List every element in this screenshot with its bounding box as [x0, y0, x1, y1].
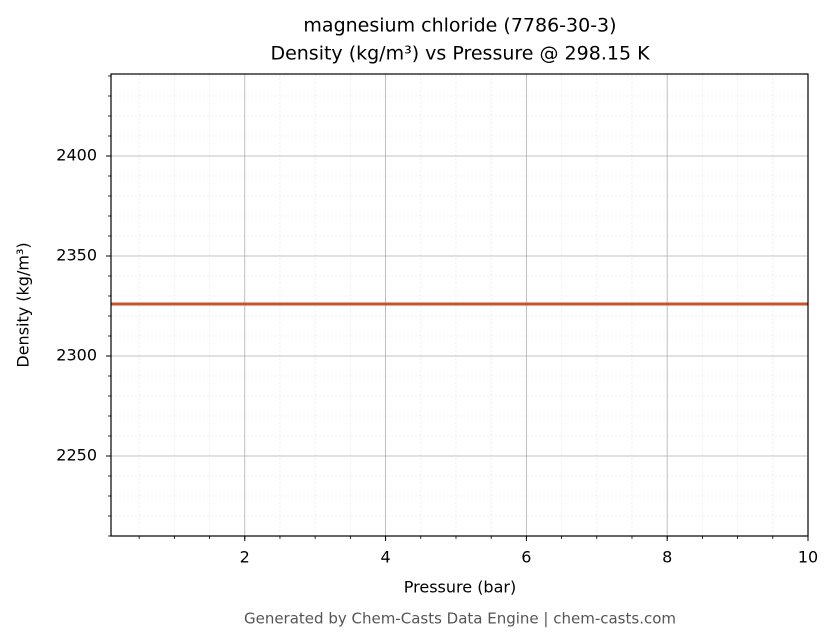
- chart-subtitle: Density (kg/m³) vs Pressure @ 298.15 K: [270, 43, 650, 65]
- x-axis-label: Pressure (bar): [404, 578, 516, 597]
- y-tick-label: 2300: [56, 346, 97, 365]
- y-tick-label: 2250: [56, 446, 97, 465]
- y-axis-label: Density (kg/m³): [14, 242, 33, 367]
- x-tick-label: 8: [662, 548, 672, 567]
- x-tick-label: 6: [521, 548, 531, 567]
- chart-title: magnesium chloride (7786-30-3): [303, 15, 616, 37]
- y-tick-label: 2400: [56, 146, 97, 165]
- x-tick-label: 4: [380, 548, 390, 567]
- x-tick-label: 2: [240, 548, 250, 567]
- x-tick-label: 10: [798, 548, 818, 567]
- footer: Generated by Chem-Casts Data Engine | ch…: [244, 610, 676, 628]
- y-tick-label: 2350: [56, 246, 97, 265]
- plot-frame: [110, 73, 809, 537]
